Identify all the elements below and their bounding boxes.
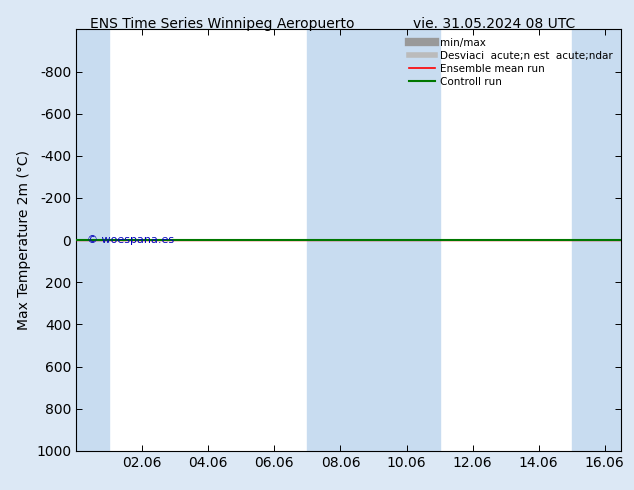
Legend: min/max, Desviaci  acute;n est  acute;ndar, Ensemble mean run, Controll run: min/max, Desviaci acute;n est acute;ndar… [406,35,616,90]
Bar [572,29,621,451]
Y-axis label: Max Temperature 2m (°C): Max Temperature 2m (°C) [16,150,30,330]
Bar [307,29,439,451]
Text: ENS Time Series Winnipeg Aeropuerto: ENS Time Series Winnipeg Aeropuerto [89,17,354,31]
Bar [76,29,109,451]
Text: vie. 31.05.2024 08 UTC: vie. 31.05.2024 08 UTC [413,17,576,31]
Text: © woespana.es: © woespana.es [87,235,174,245]
